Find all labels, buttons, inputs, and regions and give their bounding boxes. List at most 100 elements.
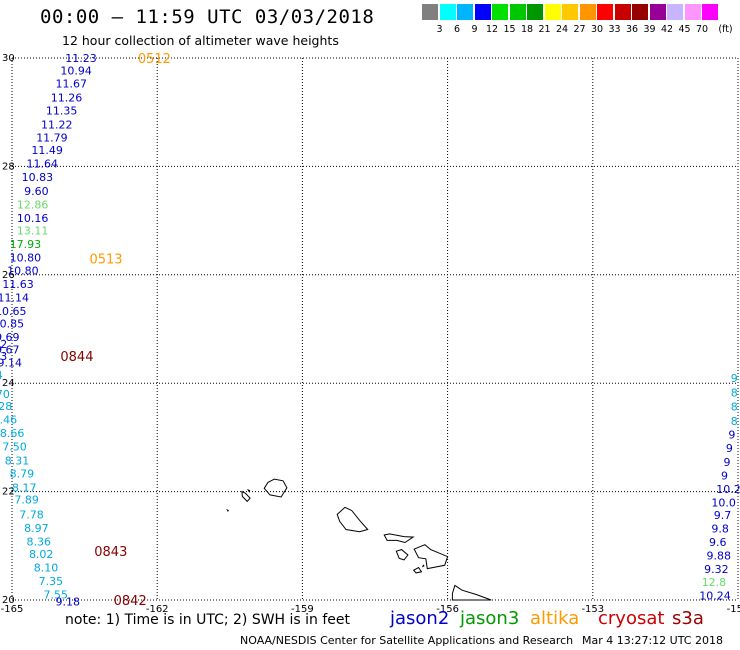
wave-height-label: 10.24 <box>699 590 731 603</box>
legend-swatch <box>439 4 456 20</box>
y-tick-label: 20 <box>2 595 15 606</box>
wave-height-label: 8.10 <box>34 561 59 574</box>
legend-label: 39 <box>643 24 656 35</box>
legend-swatch <box>667 4 683 20</box>
x-tick-label: -162 <box>146 604 169 615</box>
legend-swatch <box>684 4 701 20</box>
wave-height-label: 11.35 <box>46 105 78 118</box>
island-molokai <box>383 533 415 544</box>
chart-subtitle: 12 hour collection of altimeter wave hei… <box>62 33 339 48</box>
wave-height-label: 7.89 <box>14 494 38 507</box>
wave-height-label: 11.14 <box>0 292 29 305</box>
legend-swatch <box>544 4 561 20</box>
wave-height-label: 13.11 <box>17 224 49 237</box>
legend-swatch <box>614 4 631 20</box>
wave-height-label: 9.67 <box>0 344 20 357</box>
legend-swatch <box>457 4 473 20</box>
wave-height-label: 7.78 <box>19 508 44 521</box>
wave-height-label: 8.97 <box>24 522 48 535</box>
wave-height-label: 7.55 <box>43 589 68 602</box>
wave-height-label: 8 <box>731 415 738 428</box>
wave-height-label: 11.63 <box>2 278 34 291</box>
x-tick-label: -165 <box>1 604 24 615</box>
island-lanai <box>395 549 409 561</box>
chart-title: 00:00 – 11:59 UTC 03/03/2018 <box>40 6 375 28</box>
legend-swatch <box>702 4 718 20</box>
legend-unit: (ft) <box>718 24 733 35</box>
legend-jason2: jason2 <box>390 608 450 629</box>
legend-label: 70 <box>695 24 709 35</box>
wave-height-label: 9.8 <box>711 522 729 535</box>
wave-height-label: 9 <box>726 442 733 455</box>
pass-time-label: 0842 <box>114 594 147 609</box>
wave-height-label: 10.85 <box>0 318 24 331</box>
wave-height-label: 9.88 <box>707 550 732 563</box>
wave-height-label: 11.26 <box>51 92 83 105</box>
island-kahoolawe <box>412 566 423 574</box>
wave-height-label: 10.80 <box>7 264 39 277</box>
legend-swatch <box>562 4 578 20</box>
y-tick-label: 28 <box>2 161 15 172</box>
wave-height-label: 11.23 <box>65 52 97 65</box>
y-tick-label: 24 <box>2 378 15 389</box>
wave-height-label: 10.16 <box>17 212 49 225</box>
wave-height-label: 8.31 <box>5 455 30 468</box>
island-kauai <box>263 478 288 498</box>
wave-height-label: 9 <box>723 456 730 469</box>
legend-label: 18 <box>520 24 534 35</box>
legend-label: 12 <box>485 24 499 35</box>
wave-height-label: 11.79 <box>36 132 67 145</box>
x-tick-label: -159 <box>291 604 314 615</box>
wave-height-label: 11.49 <box>31 144 63 157</box>
legend-label: 42 <box>660 24 674 35</box>
legend-jason3: jason3 <box>460 608 520 629</box>
island-hawaii-north <box>451 584 492 601</box>
island-kaula <box>226 508 230 513</box>
pass-time-label: 0844 <box>60 350 93 365</box>
footnote: note: 1) Time is in UTC; 2) SWH is in fe… <box>65 612 351 628</box>
wave-height-label: 10.0 <box>711 496 736 509</box>
wave-height-label: 10.13 <box>0 350 7 363</box>
generation-timestamp: Mar 4 13:27:12 UTC 2018 <box>582 634 723 647</box>
legend-label: 36 <box>625 24 639 35</box>
wave-height-label: 8.70 <box>0 388 10 401</box>
wave-height-label: 12.8 <box>702 576 727 589</box>
wave-height-label: 11.67 <box>56 77 87 90</box>
wave-height-label: 7.50 <box>2 441 27 454</box>
x-tick-label: -153 <box>581 604 604 615</box>
wave-height-label: 9.18 <box>56 596 80 609</box>
wave-height-label: 9.60 <box>24 185 48 198</box>
legend-label: 3 <box>436 24 443 35</box>
wave-height-label: 9 <box>728 429 735 442</box>
legend-swatch <box>597 4 613 20</box>
credit-text: NOAA/NESDIS Center for Satellite Applica… <box>240 634 574 647</box>
wave-height-label: 10.83 <box>22 171 54 184</box>
wave-height-label: 8.64 <box>0 369 3 382</box>
legend-label: 9 <box>471 24 478 35</box>
island-oahu <box>336 506 369 533</box>
wave-height-label: 10.65 <box>0 305 27 318</box>
wave-height-label: 8.17 <box>12 481 37 494</box>
legend-swatch <box>579 4 596 20</box>
wave-height-label: 11.64 <box>27 158 59 171</box>
legend-label: 15 <box>503 24 516 35</box>
wave-height-label: 9 <box>721 469 728 482</box>
wave-height-label: 7.35 <box>39 575 64 588</box>
wave-height-label: 9.69 <box>0 331 20 344</box>
pass-time-label: 0843 <box>94 545 127 560</box>
y-tick-label: 22 <box>2 487 15 498</box>
legend-label: 27 <box>573 24 586 35</box>
legend-label: 21 <box>538 24 551 35</box>
legend-swatch <box>527 4 543 20</box>
legend-cryosat: cryosat <box>598 608 665 629</box>
pass-time-label: 0512 <box>138 52 171 67</box>
legend-s3a: s3a <box>672 608 704 629</box>
wave-height-label: 8.66 <box>0 427 24 440</box>
legend-swatch <box>632 4 648 20</box>
wave-height-label: 9 <box>731 372 738 385</box>
wave-height-label: 8.46 <box>0 414 17 427</box>
pass-time-label: 0513 <box>89 253 122 268</box>
wave-height-label: 8 <box>731 401 738 414</box>
island-niihau <box>241 490 251 503</box>
